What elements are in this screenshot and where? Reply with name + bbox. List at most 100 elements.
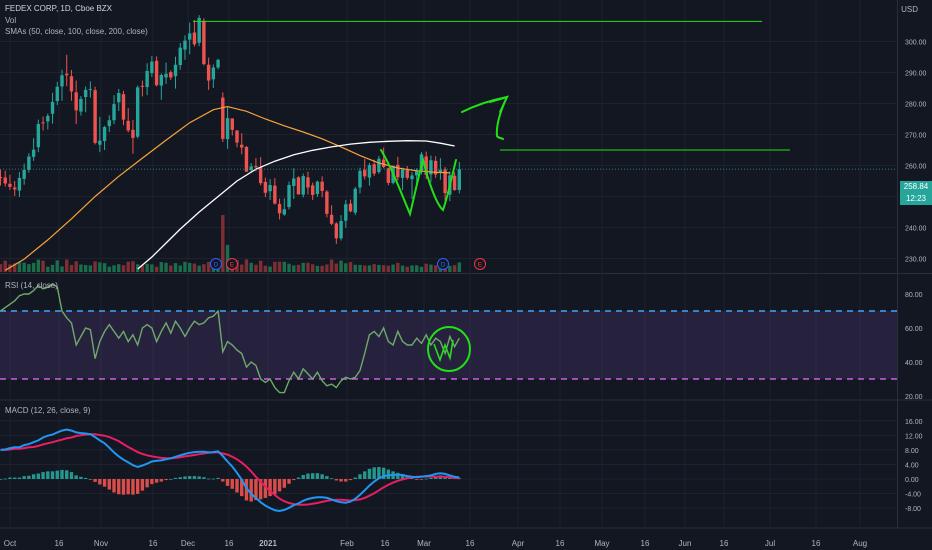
price-tick-label: 290.00 bbox=[905, 71, 927, 78]
macd-histogram-bar bbox=[353, 477, 357, 479]
x-tick-label: 16 bbox=[466, 539, 475, 548]
macd-histogram-bar bbox=[377, 466, 381, 479]
volume-bar bbox=[88, 265, 93, 272]
volume-bar bbox=[372, 264, 376, 272]
macd-histogram-bar bbox=[320, 474, 324, 479]
w-pattern-drawing bbox=[380, 149, 457, 218]
candle-body bbox=[306, 177, 310, 188]
candle-body bbox=[74, 92, 78, 111]
volume-bar bbox=[277, 261, 282, 272]
macd-histogram-bar bbox=[381, 467, 386, 479]
rsi-band bbox=[0, 311, 897, 379]
candle-body bbox=[126, 120, 130, 131]
macd-histogram-bar bbox=[46, 471, 50, 479]
volume-bar bbox=[65, 259, 69, 272]
volume-bar bbox=[263, 265, 268, 272]
x-tick-label: 16 bbox=[381, 539, 390, 548]
candle-body bbox=[235, 130, 239, 143]
macd-histogram-bar bbox=[206, 478, 211, 480]
macd-histogram-bar bbox=[292, 479, 296, 481]
macd-histogram-bar bbox=[188, 476, 192, 479]
volume-bar bbox=[377, 264, 381, 272]
candle-body bbox=[55, 86, 59, 102]
volume-bar bbox=[31, 262, 36, 272]
volume-bar bbox=[107, 266, 111, 272]
rsi-line bbox=[0, 282, 460, 394]
candle-body bbox=[263, 181, 268, 193]
volume-bar bbox=[126, 261, 130, 272]
macd-histogram-bar bbox=[102, 479, 107, 487]
currency-label[interactable]: USD bbox=[901, 5, 918, 14]
volume-bar bbox=[405, 266, 409, 272]
macd-histogram-bar bbox=[334, 479, 339, 481]
candle-body bbox=[240, 144, 244, 148]
pane-bg-1 bbox=[0, 275, 897, 399]
sma-legend[interactable]: SMAs (50, close, 100, close, 200, close) bbox=[5, 27, 148, 36]
candle-body bbox=[31, 149, 36, 157]
candle-body bbox=[367, 165, 372, 178]
candle-body bbox=[386, 168, 391, 183]
macd-tick-label: -8.00 bbox=[905, 506, 921, 513]
macd-histogram-bar bbox=[329, 478, 334, 480]
macd-histogram-bar bbox=[22, 476, 26, 479]
candle-body bbox=[329, 214, 334, 224]
x-tick-label: Aug bbox=[853, 539, 867, 548]
macd-histogram-bar bbox=[140, 479, 145, 491]
volume-bar bbox=[36, 259, 41, 272]
volume-bar bbox=[353, 264, 357, 272]
volume-bar bbox=[320, 265, 324, 272]
candle-body bbox=[27, 156, 31, 170]
volume-bar bbox=[3, 260, 7, 272]
volume-bar bbox=[448, 265, 452, 272]
volume-bar bbox=[145, 263, 149, 272]
macd-histogram-bar bbox=[344, 479, 348, 482]
macd-histogram-bar bbox=[55, 470, 59, 479]
macd-histogram-bar bbox=[240, 479, 244, 497]
macd-histogram-bar bbox=[211, 478, 216, 480]
volume-bar bbox=[131, 261, 135, 272]
volume-bar bbox=[46, 266, 50, 272]
macd-histogram-bar bbox=[235, 479, 239, 493]
candle-body bbox=[377, 158, 381, 173]
volume-bar bbox=[358, 264, 362, 272]
x-tick-label: 16 bbox=[720, 539, 729, 548]
event-marker bbox=[437, 258, 449, 270]
macd-signal-line bbox=[0, 433, 460, 506]
macd-histogram-bar bbox=[277, 479, 282, 492]
rsi-legend[interactable]: RSI (14, close) bbox=[5, 281, 58, 290]
volume-bar bbox=[433, 265, 438, 272]
macd-histogram-bar bbox=[358, 474, 362, 479]
volume-bar bbox=[83, 265, 88, 272]
volume-bar bbox=[183, 261, 187, 272]
macd-histogram-bar bbox=[150, 479, 154, 485]
candle-body bbox=[225, 118, 230, 140]
volume-bar bbox=[98, 262, 102, 272]
upward-arrow-drawing bbox=[461, 95, 509, 140]
candle-body bbox=[344, 204, 348, 221]
candle-body bbox=[79, 98, 83, 112]
candle-body bbox=[8, 183, 12, 187]
macd-histogram-bar bbox=[216, 477, 220, 479]
candle-body bbox=[358, 170, 362, 188]
volume-bar bbox=[348, 262, 353, 272]
candle-body bbox=[121, 94, 126, 120]
macd-histogram-bar bbox=[415, 479, 419, 480]
price-tick-label: 270.00 bbox=[905, 133, 927, 140]
x-tick-label: 16 bbox=[149, 539, 158, 548]
volume-bar bbox=[135, 264, 140, 272]
volume-bar bbox=[178, 265, 182, 272]
symbol-title[interactable]: FEDEX CORP, 1D, Cboe BZX bbox=[5, 4, 112, 13]
candle-body bbox=[424, 156, 428, 175]
candle-body bbox=[282, 209, 286, 215]
candle-body bbox=[353, 188, 357, 213]
candle-body bbox=[154, 60, 159, 86]
volume-bar bbox=[249, 262, 253, 272]
candle-body bbox=[443, 169, 447, 194]
macd-legend[interactable]: MACD (12, 26, close, 9) bbox=[5, 406, 91, 415]
rsi-w-drawing bbox=[433, 339, 454, 363]
x-tick-label: 16 bbox=[812, 539, 821, 548]
volume-bar bbox=[410, 265, 414, 272]
event-marker-label: E bbox=[478, 262, 483, 269]
volume-bar bbox=[254, 264, 258, 272]
